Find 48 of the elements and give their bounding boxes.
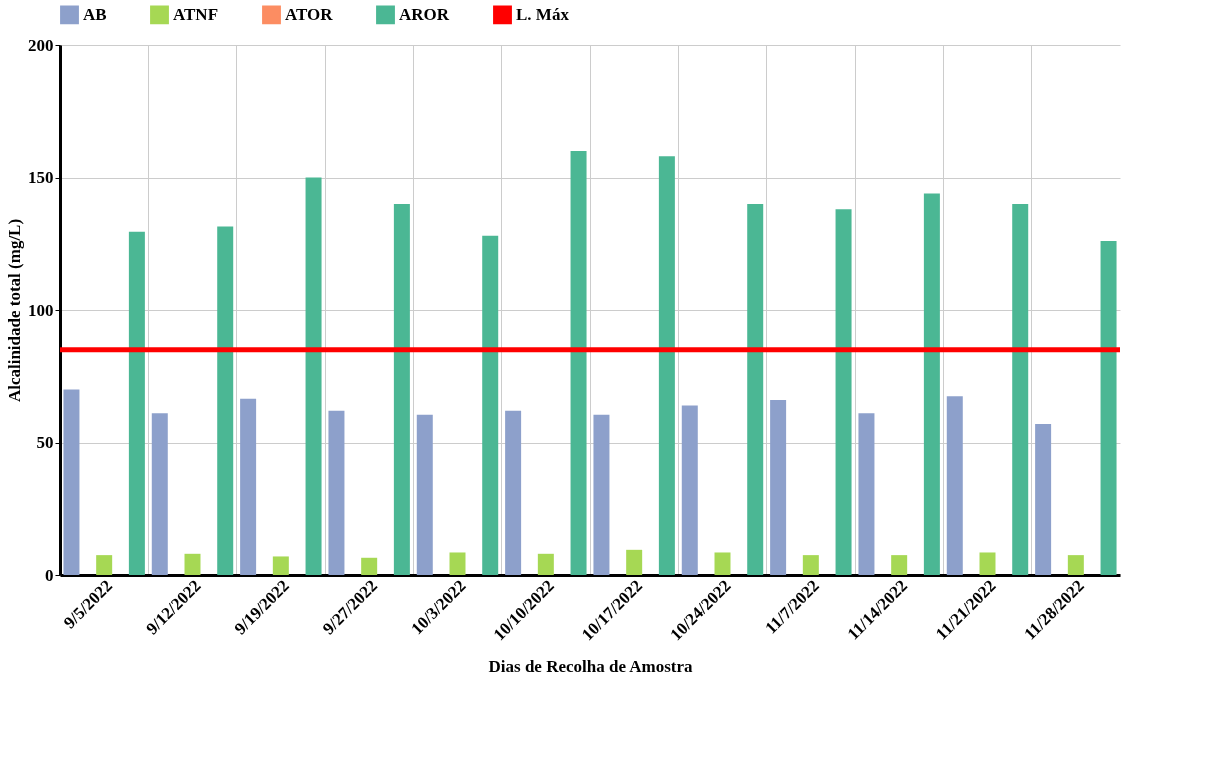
bar	[626, 549, 643, 575]
bar	[835, 209, 852, 575]
bar	[1012, 204, 1029, 575]
bar	[770, 400, 787, 575]
bar	[714, 552, 731, 575]
bar	[96, 555, 113, 575]
legend-label: ATNF	[173, 4, 219, 24]
x-axis-title: Dias de Recolha de Amostra	[488, 656, 693, 676]
bar	[979, 552, 996, 575]
bar	[1067, 555, 1084, 575]
legend-label: AB	[83, 4, 107, 24]
bar	[449, 552, 466, 575]
bar	[681, 405, 698, 575]
bar	[658, 156, 675, 575]
bar	[858, 413, 875, 575]
bar	[184, 553, 201, 575]
bar	[1035, 423, 1052, 575]
legend-label: L. Máx	[516, 4, 570, 24]
bar	[946, 396, 963, 575]
y-tick-label: 150	[28, 168, 54, 187]
legend-label: ATOR	[285, 4, 334, 24]
bar	[891, 555, 908, 575]
bar	[361, 557, 378, 575]
bar	[923, 193, 940, 575]
legend-label: AROR	[399, 4, 450, 24]
y-tick-label: 200	[28, 35, 54, 55]
bar	[240, 398, 257, 575]
bar	[416, 414, 433, 575]
bar	[128, 231, 145, 575]
y-tick-label: 50	[36, 433, 54, 452]
y-tick-label: 0	[45, 565, 54, 585]
bar	[272, 556, 289, 575]
bar	[747, 204, 764, 575]
y-tick-label: 100	[28, 300, 54, 320]
bar	[1100, 241, 1117, 575]
bar	[328, 410, 345, 575]
bar	[305, 177, 322, 575]
bar	[570, 151, 587, 575]
bar	[63, 389, 80, 575]
bar	[482, 235, 499, 575]
y-axis-title: Alcalinidade total (mg/L)	[5, 218, 24, 403]
bar	[393, 204, 410, 575]
bar	[505, 410, 522, 575]
bar	[802, 555, 819, 575]
bar	[593, 414, 610, 575]
bar	[217, 226, 234, 575]
bar	[151, 413, 168, 575]
bar	[537, 553, 554, 575]
